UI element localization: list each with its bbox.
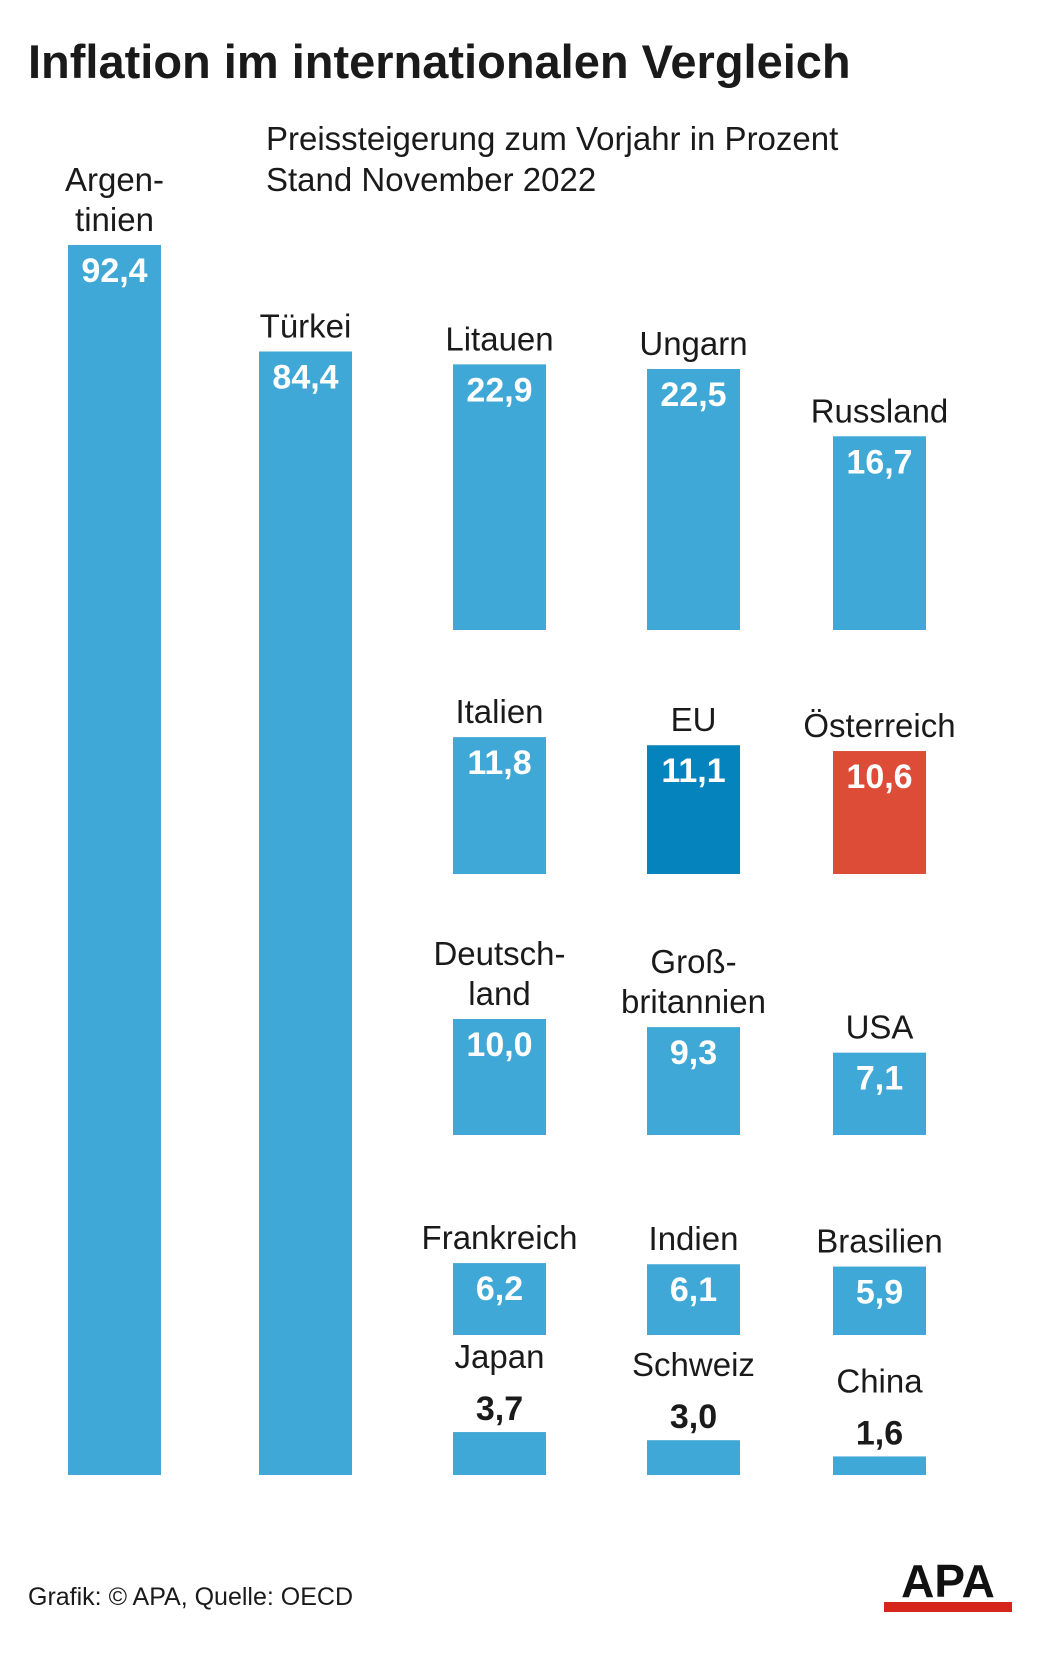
bar-7 — [833, 751, 926, 874]
bar-2 — [453, 364, 546, 630]
value-label-7: 10,6 — [846, 758, 912, 796]
category-label-15: Schweiz — [632, 1346, 755, 1383]
category-label-8-1: land — [468, 975, 530, 1012]
category-label-8-0: Deutsch- — [433, 935, 565, 972]
chart-title: Inflation im internationalen Vergleich — [28, 35, 851, 88]
category-label-14: Japan — [455, 1338, 545, 1375]
bar-8 — [453, 1019, 546, 1135]
bar-14 — [453, 1432, 546, 1475]
value-label-12: 6,1 — [670, 1271, 717, 1309]
category-label-0-0: Argen- — [65, 161, 164, 198]
value-label-5: 11,8 — [467, 744, 531, 782]
chart-subtitle: Preissteigerung zum Vorjahr in Prozent S… — [266, 118, 838, 200]
value-label-3: 22,5 — [660, 376, 726, 414]
bar-15 — [647, 1440, 740, 1475]
value-label-16: 1,6 — [856, 1414, 903, 1452]
category-label-13: Brasilien — [816, 1223, 943, 1260]
apa-logo: APA — [884, 1555, 1012, 1612]
category-label-11: Frankreich — [422, 1219, 578, 1256]
category-label-3: Ungarn — [639, 325, 747, 362]
bar-16 — [833, 1456, 926, 1475]
bar-9 — [647, 1027, 740, 1135]
category-label-4: Russland — [811, 392, 949, 429]
value-label-0: 92,4 — [81, 252, 147, 290]
value-label-11: 6,2 — [476, 1270, 523, 1308]
bar-5 — [453, 737, 546, 874]
subtitle-line-1: Preissteigerung zum Vorjahr in Prozent — [266, 120, 839, 157]
value-label-13: 5,9 — [856, 1274, 903, 1312]
svg-text:APA: APA — [901, 1555, 995, 1607]
value-label-15: 3,0 — [670, 1398, 717, 1436]
bar-1 — [259, 351, 352, 1475]
category-label-12: Indien — [649, 1220, 739, 1257]
bar-12 — [647, 1264, 740, 1335]
bar-10 — [833, 1052, 926, 1135]
bar-11 — [453, 1263, 546, 1335]
category-label-6: EU — [671, 701, 717, 738]
value-label-4: 16,7 — [846, 443, 912, 481]
category-label-0-1: tinien — [75, 201, 154, 238]
category-label-1: Türkei — [260, 307, 352, 344]
bar-3 — [647, 369, 740, 630]
category-label-9-0: Groß- — [650, 943, 736, 980]
bar-13 — [833, 1266, 926, 1335]
bar-0 — [68, 245, 161, 1475]
source-credit: Grafik: © APA, Quelle: OECD — [28, 1583, 353, 1611]
value-label-8: 10,0 — [466, 1026, 532, 1064]
category-label-9-1: britannien — [621, 983, 766, 1020]
subtitle-line-2: Stand November 2022 — [266, 161, 597, 198]
value-label-10: 7,1 — [856, 1060, 903, 1098]
category-label-5: Italien — [455, 693, 543, 730]
value-label-2: 22,9 — [466, 371, 532, 409]
bar-6 — [647, 745, 740, 874]
value-label-1: 84,4 — [272, 358, 338, 396]
category-label-7: Österreich — [803, 707, 955, 744]
bar-4 — [833, 436, 926, 630]
category-label-16: China — [836, 1362, 923, 1399]
category-label-10: USA — [846, 1009, 914, 1046]
value-label-14: 3,7 — [476, 1390, 523, 1428]
value-label-6: 11,1 — [661, 752, 725, 790]
category-label-2: Litauen — [445, 320, 553, 357]
value-label-9: 9,3 — [670, 1034, 717, 1072]
